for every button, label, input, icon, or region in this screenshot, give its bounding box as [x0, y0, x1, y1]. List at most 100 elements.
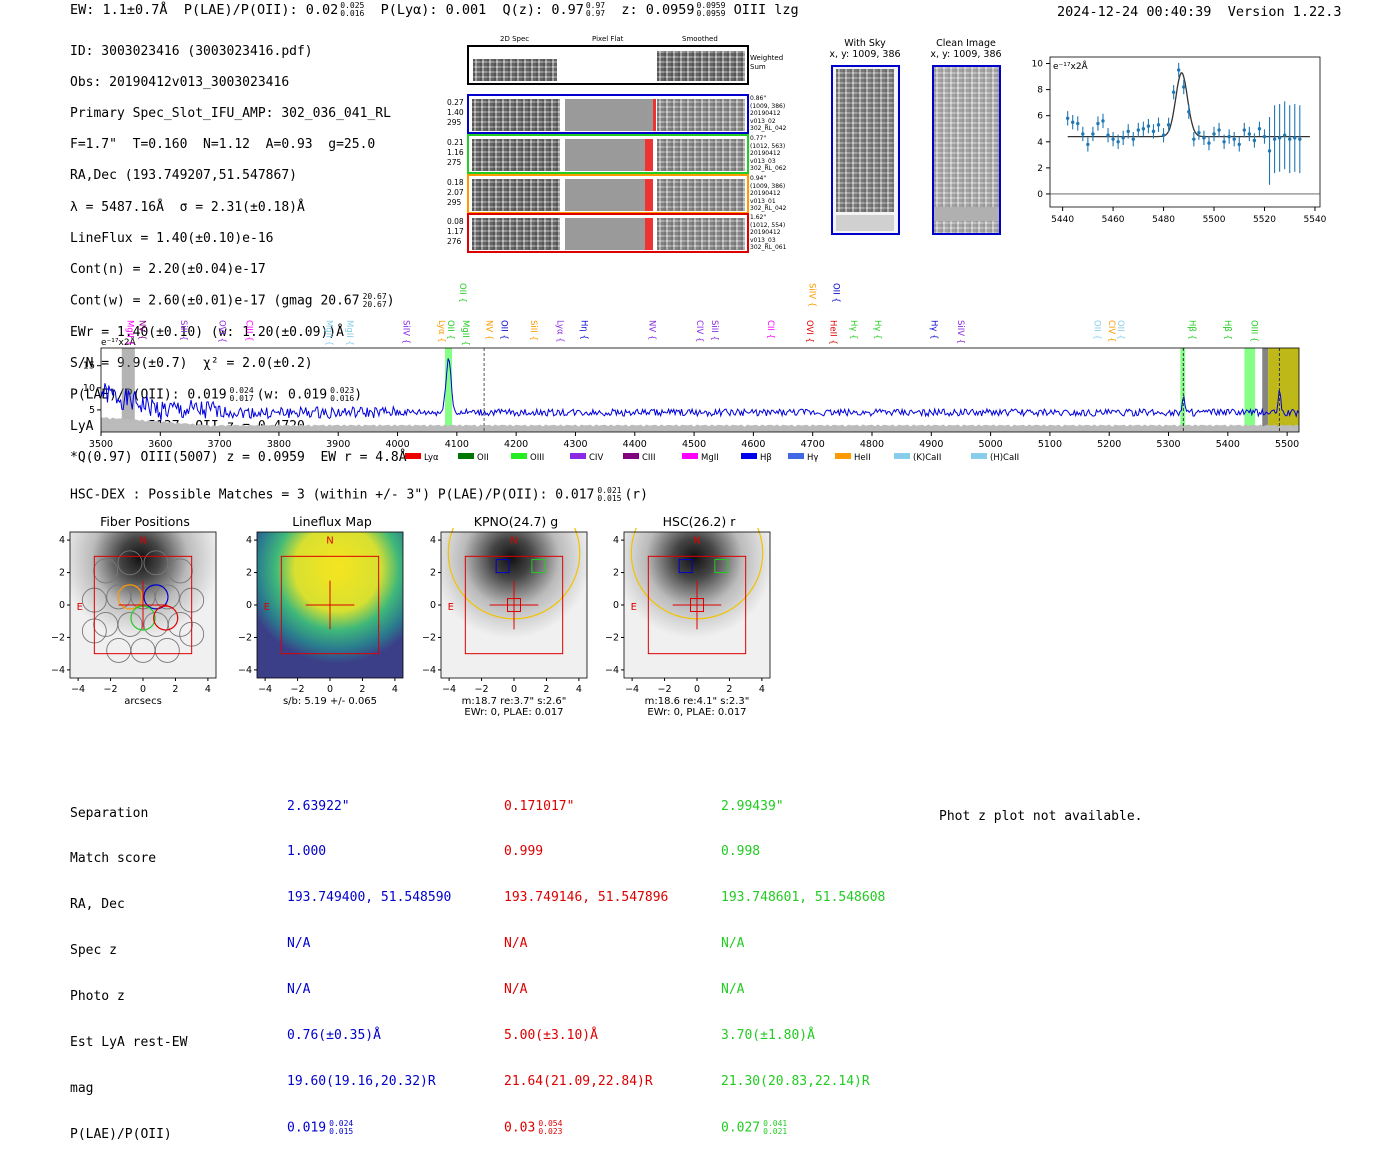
- zoom-ytick-label: 0: [1037, 190, 1043, 200]
- stamp-pixel-flat: [565, 218, 653, 250]
- line-id-label: NV {: [647, 320, 657, 340]
- zoom-point: [1207, 141, 1211, 145]
- zoom-point: [1166, 123, 1171, 127]
- stamp-smoothed: [657, 139, 745, 171]
- match-specz: N/A: [721, 936, 745, 952]
- match-box-green: [531, 559, 546, 574]
- weighted-sum-stamp: [467, 45, 749, 85]
- zoom-point: [1161, 133, 1166, 137]
- spec-xtick-label: 5400: [1216, 439, 1240, 450]
- fiber-highlight: [153, 605, 179, 631]
- header-plya: P(Lyα): 0.001: [380, 2, 487, 18]
- line-id-label: SiII {: [528, 320, 538, 341]
- panel-ytick-label: 2: [613, 568, 619, 579]
- spec-ytick-label: 10: [83, 383, 95, 394]
- match-box-blue: [678, 559, 693, 574]
- zoom-xtick-label: 5500: [1203, 215, 1226, 225]
- stamp-flat-edge: [645, 179, 653, 211]
- zoom-ytick-label: 10: [1032, 60, 1044, 70]
- panel-ytick-label: −2: [605, 632, 619, 643]
- spec-xtick-label: 4600: [741, 439, 765, 450]
- zoom-point: [1111, 137, 1115, 141]
- stamp-row-meta: 1.62" (1012, 554) 20190412 v013_03 302_R…: [750, 214, 787, 251]
- spec-xtick-label: 5300: [1156, 439, 1180, 450]
- panel-xtick-label: −2: [658, 684, 672, 695]
- match-plae: 0.019 0.024 0.015: [287, 1118, 354, 1136]
- masked-region: [121, 348, 135, 432]
- match-sep: 2.99439": [721, 798, 784, 814]
- stamp-pixel-flat: [565, 139, 653, 171]
- line-id-label: MgII {: [323, 320, 333, 346]
- line-id-label: SiIV {: [955, 320, 965, 344]
- info-contw: Cont(w) = 2.60(±0.01)e-17 (gmag 20.67 20.…: [70, 292, 395, 310]
- label-match-score: Match score: [70, 851, 157, 867]
- header-z-sub: 0.0959: [696, 9, 726, 18]
- stamp-2d-spec: [472, 218, 560, 250]
- clean-image-title: Clean Image x, y: 1009, 386: [930, 38, 1002, 60]
- zoom-point: [1091, 132, 1095, 136]
- spec-xtick-label: 4300: [563, 439, 587, 450]
- header-plae: P(LAE)/P(OII): 0.02: [183, 2, 339, 18]
- line-id-label: OII {: [498, 320, 508, 340]
- match-plae: 0.027 0.041 0.021: [721, 1118, 788, 1136]
- legend-swatch: [788, 453, 804, 459]
- spec-xtick-label: 4700: [801, 439, 825, 450]
- panel-xtick-label: 4: [759, 684, 765, 695]
- zoom-point: [1081, 132, 1085, 136]
- header-z-sup: 0.0959: [696, 1, 726, 10]
- spec-xtick-label: 4200: [504, 439, 528, 450]
- info-contn: Cont(n) = 2.20(±0.04)e-17: [70, 261, 266, 277]
- aperture-box: [280, 555, 380, 655]
- stamp-pixel-flat: [565, 99, 653, 131]
- stamp-flat-edge: [645, 139, 653, 171]
- info-ewr: EWr = 1.40(±0.10) (w: 1.20(±0.09))Å: [70, 324, 344, 340]
- panel-xlabel: m:18.7 re:3.7" s:2.6": [462, 696, 567, 707]
- zoom-point: [1141, 127, 1146, 131]
- line-id-label: Hη {: [578, 320, 588, 340]
- hbeta-highlight: [1180, 348, 1186, 432]
- panel-ytick-label: 2: [59, 568, 65, 579]
- spec-xtick-label: 5000: [979, 439, 1003, 450]
- zoom-xtick-label: 5480: [1152, 215, 1175, 225]
- col-flat-label: Pixel Flat: [592, 35, 624, 43]
- line-id-label: SiIV {: [807, 283, 817, 307]
- label-separation: Separation: [70, 805, 149, 821]
- zoom-point: [1222, 140, 1226, 144]
- with-sky-title: With Sky x, y: 1009, 386: [829, 38, 901, 60]
- image-panel: N E −4 −4 −2 −2 0 0 2 2 4 4 arcsecs: [51, 531, 217, 707]
- with-sky-image: [831, 65, 900, 235]
- spec-xtick-label: 5200: [1097, 439, 1121, 450]
- line-id-label: OII {: [457, 283, 467, 303]
- beyond-range-region: [1268, 348, 1299, 432]
- stamp-row-meta: 0.86" (1009, 386) 20190412 v013_02 302_R…: [750, 95, 787, 132]
- info-radec: RA,Dec (193.749207,51.547867): [70, 168, 297, 184]
- match-box-blue: [495, 559, 510, 574]
- match-specz: N/A: [287, 936, 311, 952]
- fiber-circle: [154, 637, 180, 663]
- stamp-row-values: 0.21 1.16 275: [447, 138, 464, 167]
- zoom-point: [1277, 136, 1282, 140]
- east-label: E: [264, 602, 270, 613]
- zoom-point: [1247, 132, 1252, 136]
- oiii-highlight: [1244, 348, 1256, 432]
- line-id-label: CIII {: [243, 320, 253, 342]
- stamp-row-meta: 0.77" (1012, 563) 20190412 v013_03 302_R…: [750, 135, 787, 172]
- panel-ytick-label: 2: [430, 568, 436, 579]
- header-qz: Q(z): 0.97: [502, 2, 584, 18]
- hsc-band: (r): [624, 487, 648, 503]
- stamp-flat-edge: [645, 218, 653, 250]
- label-specz: Spec z: [70, 943, 117, 959]
- match-mag: 21.64(21.09,22.84)R: [504, 1073, 653, 1089]
- east-label: E: [631, 602, 637, 613]
- match-radec: 193.749400, 51.548590: [287, 890, 452, 906]
- fiber-highlight: [117, 584, 143, 610]
- match-score: 1.000: [287, 844, 327, 860]
- zoom-point: [1076, 121, 1080, 126]
- zoom-point: [1182, 85, 1186, 89]
- legend-swatch: [405, 453, 421, 459]
- line-id-label: OVI {: [217, 320, 227, 343]
- line-id-label: SiII {: [709, 320, 719, 341]
- zoom-point: [1136, 128, 1141, 132]
- hsc-sub: 0.015: [597, 494, 622, 503]
- stamp-row-values: 0.18 2.07 295: [447, 178, 464, 207]
